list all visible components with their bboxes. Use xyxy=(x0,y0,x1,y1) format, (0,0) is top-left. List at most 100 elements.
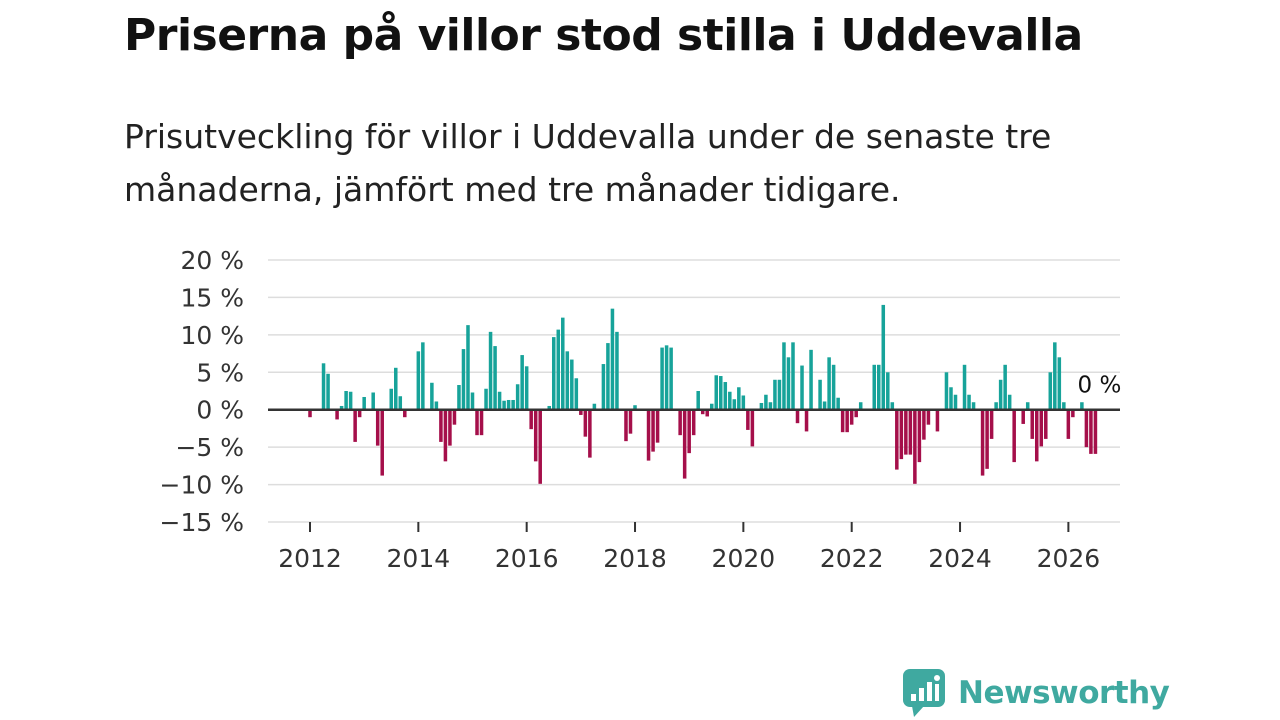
bar-positive xyxy=(511,399,515,410)
chart-title: Priserna på villor stod stilla i Uddeval… xyxy=(124,10,1083,61)
bar-positive xyxy=(944,372,949,410)
bar-negative xyxy=(655,409,660,443)
bar-negative xyxy=(443,409,448,462)
bar-negative xyxy=(646,409,651,461)
bar-negative xyxy=(1089,409,1093,454)
y-tick-label: 15 % xyxy=(180,283,244,312)
bar-negative xyxy=(849,409,854,425)
bar-positive xyxy=(890,402,895,410)
bar-negative xyxy=(1034,409,1039,462)
bar-positive xyxy=(728,391,732,410)
bar-positive xyxy=(858,402,863,410)
bar-negative xyxy=(922,409,926,440)
bar-positive xyxy=(416,351,421,410)
bar-positive xyxy=(953,394,958,410)
bar-positive xyxy=(737,387,741,410)
bar-negative xyxy=(583,409,588,437)
bar-negative xyxy=(1044,409,1048,439)
bar-positive xyxy=(524,366,529,410)
bar-positive xyxy=(321,363,326,410)
bar-negative xyxy=(750,409,755,447)
bar-positive xyxy=(768,402,773,410)
bar-negative xyxy=(1021,409,1025,424)
bar-negative xyxy=(628,409,633,434)
x-tick-label: 2026 xyxy=(1037,544,1101,573)
bar-positive xyxy=(348,391,353,410)
brand-name: Newsworthy xyxy=(958,675,1170,711)
bar-positive xyxy=(827,357,831,410)
bar-negative xyxy=(380,409,384,476)
newsworthy-brand[interactable]: Newsworthy xyxy=(902,668,1170,718)
bar-negative xyxy=(845,409,849,433)
bar-negative xyxy=(579,409,583,415)
bar-positive xyxy=(565,351,570,410)
bar-positive xyxy=(1053,342,1057,410)
bar-positive xyxy=(660,347,664,410)
bar-negative xyxy=(529,409,533,430)
bar-negative xyxy=(475,409,479,436)
bar-negative xyxy=(908,409,913,455)
bar-positive xyxy=(502,400,506,410)
bar-negative xyxy=(448,409,452,446)
bar-positive xyxy=(764,394,768,410)
bar-negative xyxy=(357,409,362,418)
bar-positive xyxy=(1080,402,1084,410)
bar-positive xyxy=(1025,402,1030,410)
bar-positive xyxy=(493,346,497,410)
bar-positive xyxy=(570,359,574,410)
bar-negative xyxy=(1039,409,1044,447)
bar-negative xyxy=(682,409,687,479)
bar-positive xyxy=(786,357,791,410)
bar-positive xyxy=(1007,394,1012,410)
bar-positive xyxy=(831,364,836,410)
bar-positive xyxy=(457,385,461,410)
bar-positive xyxy=(515,384,520,410)
bar-positive xyxy=(506,399,511,410)
bar-negative xyxy=(624,409,628,442)
bar-positive xyxy=(633,405,637,410)
bar-negative xyxy=(651,409,655,452)
bar-negative xyxy=(795,409,800,424)
bar-positive xyxy=(886,372,890,410)
bar-positive xyxy=(398,396,403,410)
y-tick-label: 20 % xyxy=(180,246,244,275)
bar-negative xyxy=(700,409,705,415)
bar-negative xyxy=(840,409,845,433)
bar-negative xyxy=(588,409,592,458)
bar-positive xyxy=(1048,372,1053,410)
x-tick-label: 2012 xyxy=(278,544,342,573)
bar-positive xyxy=(561,317,565,410)
x-tick-label: 2014 xyxy=(387,544,451,573)
bar-negative xyxy=(705,409,709,417)
bar-positive xyxy=(326,373,330,410)
bar-positive xyxy=(669,347,673,410)
bar-positive xyxy=(971,402,976,410)
y-tick-label: 10 % xyxy=(180,321,244,350)
bar-negative xyxy=(935,409,940,432)
bar-negative xyxy=(899,409,904,460)
bar-negative xyxy=(917,409,922,463)
bar-positive xyxy=(872,364,877,410)
bar-positive xyxy=(800,365,804,410)
bar-positive xyxy=(777,379,782,410)
bar-positive xyxy=(556,329,561,410)
x-tick-label: 2016 xyxy=(495,544,559,573)
bar-positive xyxy=(601,364,606,410)
bar-negative xyxy=(904,409,908,455)
bar-negative xyxy=(1084,409,1089,448)
bar-negative xyxy=(439,409,443,442)
bar-negative xyxy=(353,409,357,442)
bar-negative xyxy=(985,409,989,469)
bar-positive xyxy=(1062,402,1066,410)
bar-positive xyxy=(434,401,439,410)
bar-negative xyxy=(1030,409,1034,439)
y-tick-label: −10 % xyxy=(160,471,244,500)
bar-negative xyxy=(746,409,750,430)
x-tick-label: 2022 xyxy=(820,544,884,573)
bar-negative xyxy=(1066,409,1071,439)
bar-positive xyxy=(1057,357,1062,410)
bar-positive xyxy=(732,399,737,410)
bar-positive xyxy=(339,405,344,410)
bar-positive xyxy=(759,402,764,410)
bar-positive xyxy=(818,379,822,410)
